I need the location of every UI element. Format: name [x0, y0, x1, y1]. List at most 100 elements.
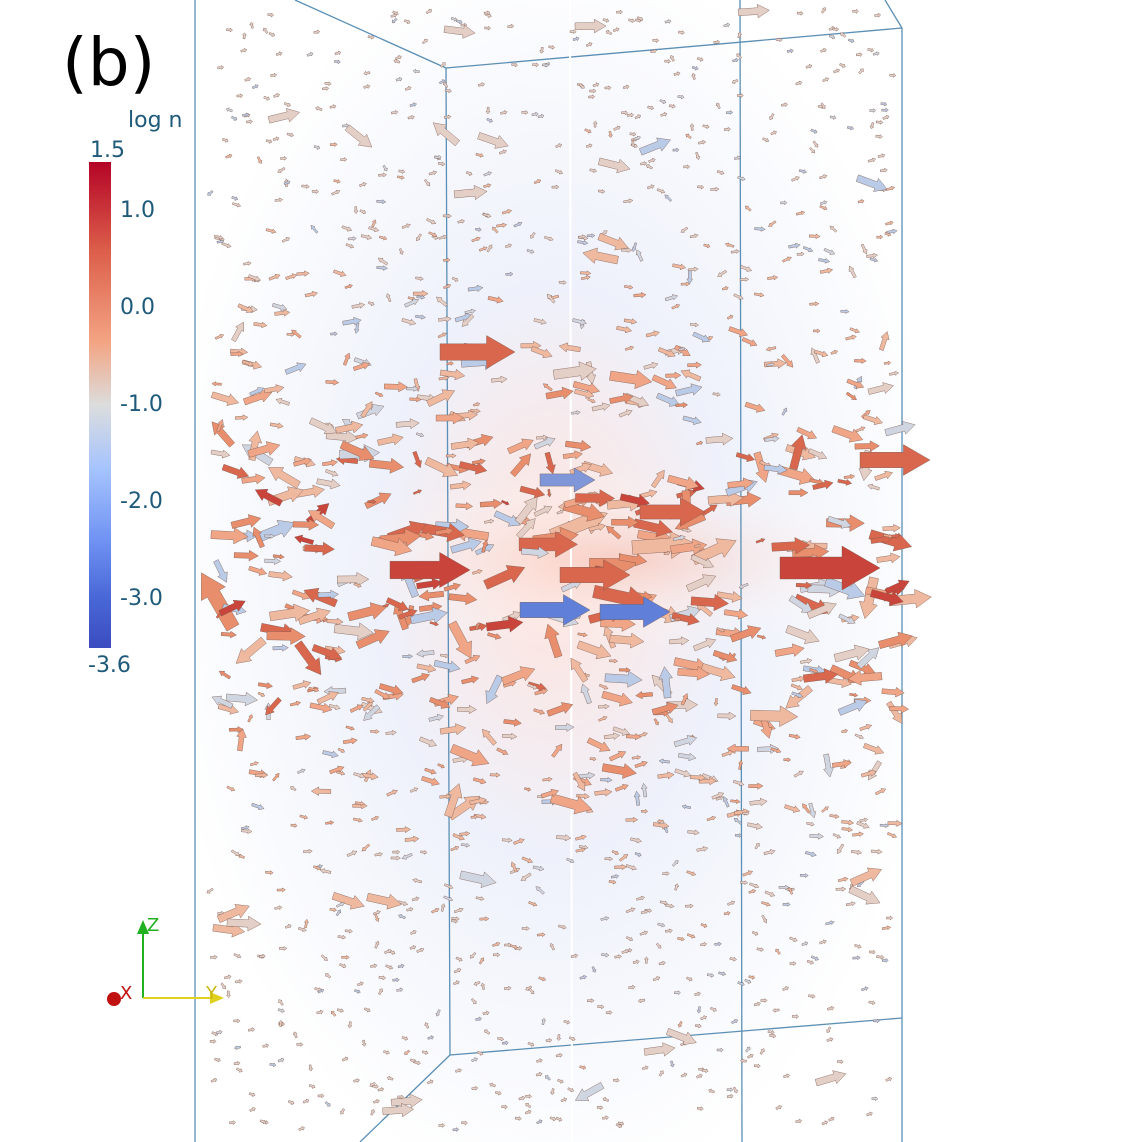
- vector-arrow: [820, 47, 827, 53]
- vector-arrow: [322, 750, 339, 759]
- vector-arrow: [589, 756, 597, 762]
- vector-arrow: [589, 88, 597, 94]
- vector-arrow: [819, 267, 834, 274]
- vector-arrow: [788, 242, 801, 249]
- vector-arrow: [621, 247, 633, 253]
- vector-arrow: [639, 930, 649, 936]
- vector-arrow: [210, 954, 218, 960]
- vector-arrow: [385, 730, 397, 736]
- vector-arrow: [230, 514, 262, 529]
- vector-arrow: [645, 164, 653, 170]
- vector-arrow: [371, 219, 377, 228]
- vector-arrow: [634, 852, 642, 857]
- vector-arrow: [611, 850, 620, 856]
- vector-arrow: [645, 330, 660, 338]
- vector-arrow: [767, 1029, 775, 1035]
- vector-arrow: [482, 1010, 490, 1016]
- vector-arrow: [665, 371, 682, 380]
- vector-arrow: [396, 987, 404, 993]
- vector-arrow: [483, 183, 492, 188]
- vector-arrow: [641, 1065, 649, 1071]
- vector-arrow: [225, 107, 233, 113]
- vector-arrow: [660, 112, 668, 117]
- vector-arrow: [264, 533, 276, 539]
- vector-arrow: [841, 826, 853, 833]
- vector-arrow: [439, 62, 446, 68]
- vector-arrow: [450, 537, 482, 554]
- vector-arrow: [308, 417, 338, 435]
- vector-arrow: [477, 82, 485, 87]
- vector-arrow: [292, 680, 312, 690]
- vector-arrow: [717, 269, 727, 277]
- vector-arrow: [867, 47, 874, 53]
- vector-arrow: [263, 384, 285, 394]
- vector-arrow: [656, 188, 666, 194]
- vector-arrow: [361, 1039, 367, 1047]
- vector-arrow: [286, 132, 295, 138]
- vector-arrow: [428, 170, 438, 176]
- vector-arrow: [411, 673, 430, 684]
- vector-arrow: [247, 441, 281, 458]
- vector-arrow: [726, 1093, 734, 1099]
- vector-arrow: [501, 209, 513, 215]
- vector-arrow: [342, 737, 358, 745]
- vector-arrow: [766, 362, 775, 367]
- vector-arrow: [798, 169, 807, 174]
- vector-arrow: [570, 953, 579, 959]
- vector-arrow: [449, 743, 490, 767]
- vector-arrow: [214, 334, 225, 340]
- vector-arrow: [242, 112, 250, 118]
- vector-arrow: [830, 349, 838, 355]
- vector-arrow: [265, 228, 277, 234]
- vector-arrow: [591, 966, 597, 973]
- vector-arrow: [539, 46, 545, 54]
- vector-arrow: [795, 80, 803, 86]
- vector-arrow: [597, 1004, 605, 1010]
- vector-arrow: [612, 27, 620, 32]
- vector-arrow: [416, 294, 426, 300]
- vector-arrow: [625, 907, 636, 914]
- vector-arrow: [658, 666, 673, 699]
- vector-arrow: [371, 815, 380, 821]
- vector-arrow: [509, 944, 519, 950]
- vector-arrow: [847, 38, 855, 44]
- vector-arrow: [281, 237, 291, 243]
- vector-arrow: [741, 337, 758, 347]
- vector-arrow: [613, 125, 621, 131]
- vector-arrow: [781, 407, 788, 416]
- vector-arrow: [542, 383, 553, 392]
- vector-arrow: [392, 849, 401, 855]
- vector-arrow: [248, 565, 268, 576]
- vector-arrow: [484, 25, 492, 31]
- vector-arrow: [839, 63, 846, 68]
- vector-arrow: [382, 164, 388, 172]
- vector-arrow: [377, 1086, 385, 1092]
- vector-arrow: [694, 543, 702, 549]
- vector-arrow: [633, 135, 641, 141]
- vector-arrow: [749, 797, 768, 807]
- vector-arrow: [514, 1116, 522, 1121]
- vector-arrow: [292, 518, 320, 531]
- vector-arrow: [500, 110, 508, 115]
- vector-arrow: [875, 119, 884, 125]
- vector-arrow: [407, 114, 415, 120]
- vector-arrow: [243, 261, 252, 266]
- vector-arrow: [812, 140, 819, 148]
- vector-arrow: [605, 30, 613, 36]
- vector-arrow: [559, 559, 631, 591]
- vector-arrow: [621, 110, 629, 116]
- vector-arrow: [802, 803, 811, 814]
- vector-arrow: [604, 85, 612, 91]
- vector-arrow: [886, 915, 894, 921]
- vector-arrow: [651, 701, 679, 716]
- vector-arrow: [737, 3, 770, 19]
- vector-arrow: [796, 251, 805, 257]
- vector-arrow: [732, 57, 739, 63]
- vector-arrow: [335, 909, 342, 917]
- vector-arrow: [556, 1034, 562, 1041]
- vector-arrow: [374, 940, 380, 949]
- vector-arrow: [859, 724, 873, 731]
- vector-arrow: [601, 952, 610, 958]
- vector-arrow: [753, 1001, 761, 1007]
- vector-arrow: [819, 939, 827, 945]
